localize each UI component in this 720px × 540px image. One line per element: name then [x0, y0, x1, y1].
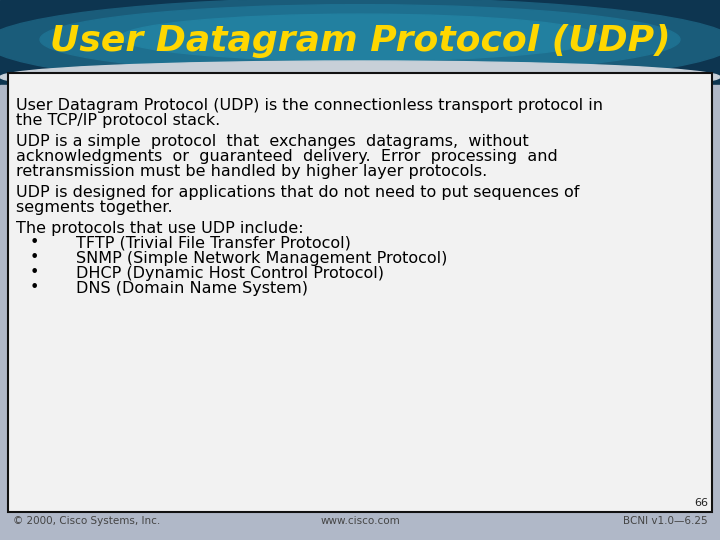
Text: acknowledgments  or  guaranteed  delivery.  Error  processing  and: acknowledgments or guaranteed delivery. …	[16, 149, 558, 164]
Text: BCNI v1.0—6.25: BCNI v1.0—6.25	[624, 516, 708, 526]
Text: •: •	[30, 280, 40, 295]
Text: www.cisco.com: www.cisco.com	[320, 516, 400, 526]
Bar	[0, 85, 720, 540]
Bar	[8, 73, 712, 512]
Text: •: •	[30, 235, 40, 250]
Bar	[0, 0, 720, 85]
Text: SNMP (Simple Network Management Protocol): SNMP (Simple Network Management Protocol…	[76, 251, 447, 266]
Ellipse shape	[0, 61, 720, 93]
Text: DNS (Domain Name System): DNS (Domain Name System)	[76, 281, 308, 296]
Ellipse shape	[120, 14, 600, 61]
Text: the TCP/IP protocol stack.: the TCP/IP protocol stack.	[16, 113, 220, 128]
Text: UDP is a simple  protocol  that  exchanges  datagrams,  without: UDP is a simple protocol that exchanges …	[16, 134, 528, 149]
Ellipse shape	[0, 0, 720, 87]
Text: TFTP (Trivial File Transfer Protocol): TFTP (Trivial File Transfer Protocol)	[76, 236, 351, 251]
Text: User Datagram Protocol (UDP): User Datagram Protocol (UDP)	[50, 24, 670, 57]
Text: segments together.: segments together.	[16, 200, 173, 215]
Text: •: •	[30, 265, 40, 280]
Text: 66: 66	[694, 498, 708, 508]
Text: User Datagram Protocol (UDP) is the connectionless transport protocol in: User Datagram Protocol (UDP) is the conn…	[16, 98, 603, 113]
Text: UDP is designed for applications that do not need to put sequences of: UDP is designed for applications that do…	[16, 185, 580, 200]
Text: DHCP (Dynamic Host Control Protocol): DHCP (Dynamic Host Control Protocol)	[76, 266, 384, 281]
Text: © 2000, Cisco Systems, Inc.: © 2000, Cisco Systems, Inc.	[13, 516, 161, 526]
Ellipse shape	[40, 5, 680, 75]
Text: •: •	[30, 250, 40, 265]
Text: retransmission must be handled by higher layer protocols.: retransmission must be handled by higher…	[16, 164, 487, 179]
Text: The protocols that use UDP include:: The protocols that use UDP include:	[16, 221, 304, 236]
